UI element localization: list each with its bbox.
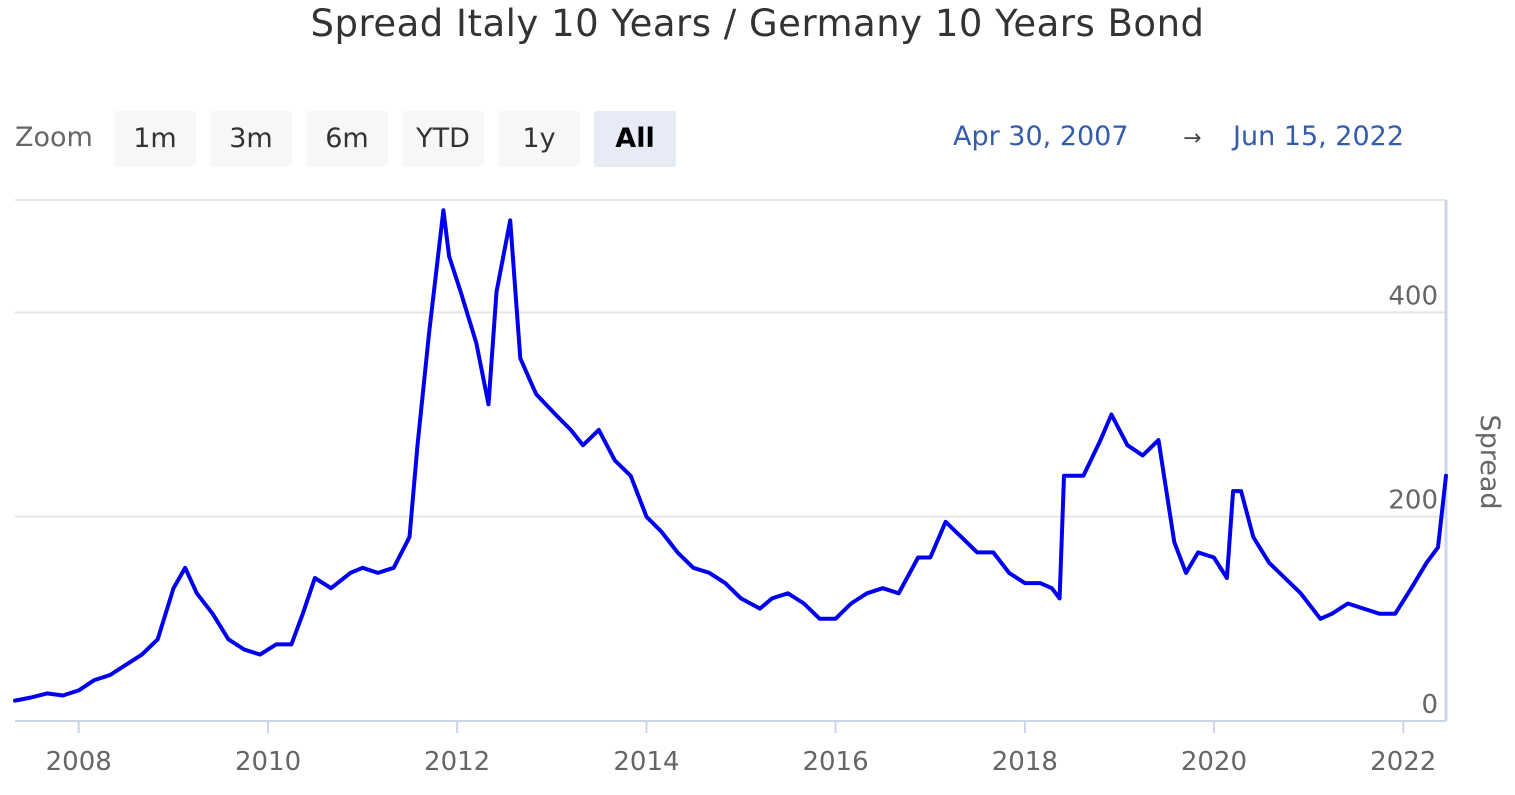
x-tick-label: 2012 bbox=[424, 747, 490, 777]
zoom-1y-button[interactable]: 1y bbox=[498, 111, 580, 167]
zoom-6m-button[interactable]: 6m bbox=[306, 111, 388, 167]
x-tick-label: 2010 bbox=[235, 747, 301, 777]
zoom-1m-button[interactable]: 1m bbox=[114, 111, 196, 167]
chart-title: Spread Italy 10 Years / Germany 10 Years… bbox=[310, 2, 1205, 45]
x-tick-label: 2014 bbox=[613, 747, 679, 777]
x-tick-label: 2008 bbox=[46, 747, 112, 777]
zoom-all-button[interactable]: All bbox=[594, 111, 676, 167]
zoom-ytd-button[interactable]: YTD bbox=[402, 111, 484, 167]
x-tick-label: 2016 bbox=[802, 747, 868, 777]
y-tick-label: 400 bbox=[1388, 281, 1438, 311]
y-tick-label: 200 bbox=[1388, 486, 1438, 516]
x-tick-label: 2020 bbox=[1181, 747, 1247, 777]
series-line-spread bbox=[13, 208, 1448, 703]
zoom-label: Zoom bbox=[15, 122, 93, 153]
x-tick-label: 2018 bbox=[992, 747, 1058, 777]
x-tick-label: 2022 bbox=[1370, 747, 1436, 777]
y-axis-label: Spread bbox=[1474, 414, 1505, 509]
range-from-input[interactable]: Apr 30, 2007 bbox=[953, 121, 1129, 152]
range-to-input[interactable]: Jun 15, 2022 bbox=[1233, 121, 1405, 152]
range-arrow-icon: → bbox=[1183, 126, 1202, 151]
zoom-3m-button[interactable]: 3m bbox=[210, 111, 292, 167]
y-tick-label: 0 bbox=[1421, 690, 1438, 720]
